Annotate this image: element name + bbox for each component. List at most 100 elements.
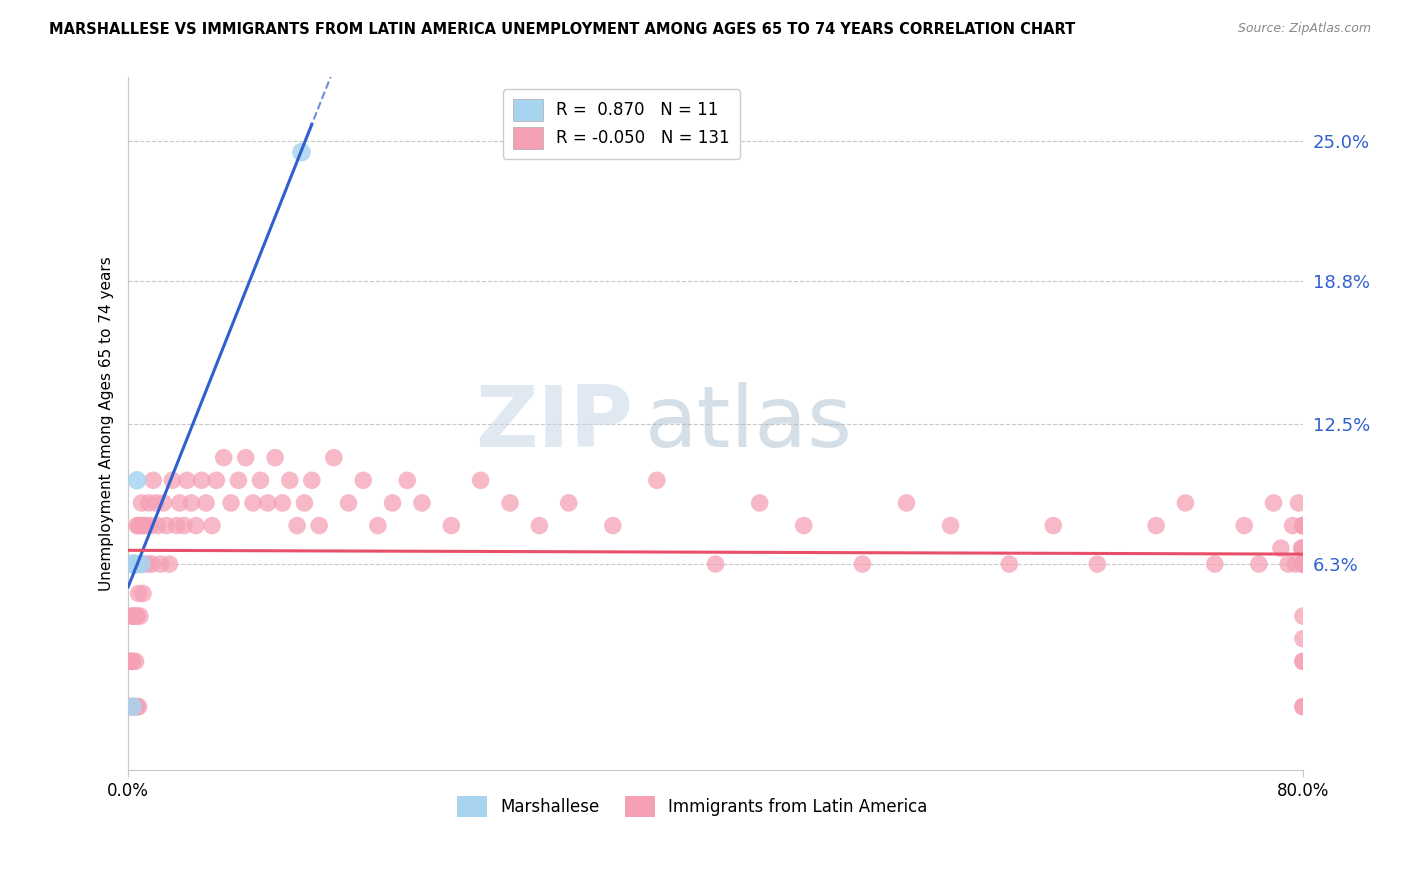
Point xyxy=(470,473,492,487)
Point xyxy=(121,557,143,571)
Point xyxy=(1270,541,1292,556)
Point xyxy=(256,496,278,510)
Point xyxy=(162,473,184,487)
Point xyxy=(242,496,264,510)
Point xyxy=(131,557,153,571)
Point xyxy=(1292,557,1315,571)
Point xyxy=(180,496,202,510)
Point xyxy=(1292,699,1315,714)
Point xyxy=(1292,557,1315,571)
Point xyxy=(120,609,142,624)
Point xyxy=(264,450,287,465)
Point xyxy=(121,654,143,668)
Point xyxy=(1174,496,1197,510)
Point xyxy=(125,557,148,571)
Point xyxy=(201,518,224,533)
Point xyxy=(1292,541,1315,556)
Point xyxy=(278,473,301,487)
Point xyxy=(122,699,145,714)
Point xyxy=(146,518,169,533)
Point xyxy=(367,518,389,533)
Point xyxy=(228,473,250,487)
Point xyxy=(173,518,195,533)
Point xyxy=(645,473,668,487)
Point xyxy=(219,496,242,510)
Point xyxy=(285,518,308,533)
Point xyxy=(124,609,146,624)
Point xyxy=(138,496,160,510)
Point xyxy=(290,145,312,160)
Point xyxy=(1292,541,1315,556)
Point xyxy=(132,557,155,571)
Point xyxy=(145,496,167,510)
Point xyxy=(124,557,146,571)
Point xyxy=(1292,557,1315,571)
Point xyxy=(1288,496,1310,510)
Point xyxy=(1292,518,1315,533)
Point xyxy=(128,557,150,571)
Point xyxy=(152,496,174,510)
Point xyxy=(128,518,150,533)
Point xyxy=(121,699,143,714)
Point xyxy=(322,450,344,465)
Point xyxy=(411,496,433,510)
Point xyxy=(131,557,153,571)
Point xyxy=(1292,518,1315,533)
Point xyxy=(1292,518,1315,533)
Point xyxy=(381,496,404,510)
Point xyxy=(352,473,374,487)
Point xyxy=(125,699,148,714)
Point xyxy=(998,557,1021,571)
Point xyxy=(851,557,873,571)
Point xyxy=(122,557,145,571)
Point xyxy=(1291,541,1313,556)
Point xyxy=(120,699,142,714)
Point xyxy=(124,654,146,668)
Point xyxy=(205,473,228,487)
Point xyxy=(129,609,152,624)
Point xyxy=(190,473,212,487)
Point xyxy=(602,518,624,533)
Point xyxy=(118,557,141,571)
Point xyxy=(195,496,218,510)
Point xyxy=(1292,557,1315,571)
Point xyxy=(125,609,148,624)
Point xyxy=(124,557,146,571)
Point xyxy=(118,654,141,668)
Point xyxy=(120,557,142,571)
Point xyxy=(141,557,163,571)
Point xyxy=(121,699,143,714)
Point xyxy=(122,609,145,624)
Text: ZIP: ZIP xyxy=(475,382,633,466)
Point xyxy=(793,518,815,533)
Point xyxy=(1292,654,1315,668)
Point xyxy=(249,473,271,487)
Point xyxy=(157,557,180,571)
Point xyxy=(1292,654,1315,668)
Point xyxy=(132,518,155,533)
Point xyxy=(1204,557,1226,571)
Point xyxy=(118,699,141,714)
Point xyxy=(121,557,143,571)
Point xyxy=(896,496,918,510)
Point xyxy=(176,473,198,487)
Point xyxy=(124,699,146,714)
Point xyxy=(212,450,235,465)
Point xyxy=(118,557,141,571)
Point xyxy=(337,496,360,510)
Legend: Marshallese, Immigrants from Latin America: Marshallese, Immigrants from Latin Ameri… xyxy=(450,789,934,824)
Point xyxy=(1233,518,1256,533)
Point xyxy=(120,557,142,571)
Point xyxy=(1292,518,1315,533)
Point xyxy=(122,557,145,571)
Point xyxy=(1292,557,1315,571)
Point xyxy=(748,496,770,510)
Point xyxy=(166,518,188,533)
Point xyxy=(939,518,962,533)
Point xyxy=(235,450,257,465)
Point xyxy=(129,557,152,571)
Text: MARSHALLESE VS IMMIGRANTS FROM LATIN AMERICA UNEMPLOYMENT AMONG AGES 65 TO 74 YE: MARSHALLESE VS IMMIGRANTS FROM LATIN AME… xyxy=(49,22,1076,37)
Point xyxy=(136,557,159,571)
Point xyxy=(149,557,172,571)
Point xyxy=(1247,557,1270,571)
